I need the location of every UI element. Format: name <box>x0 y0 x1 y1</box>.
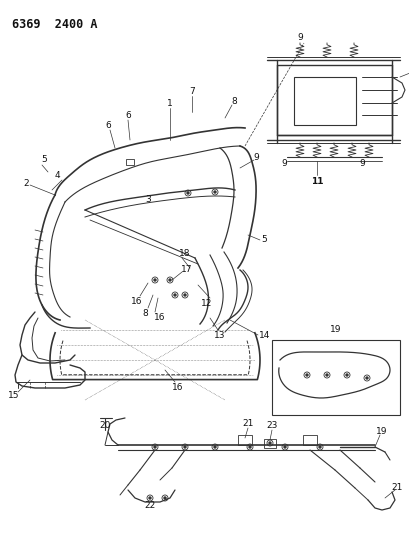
Text: 8: 8 <box>231 96 236 106</box>
Text: 16: 16 <box>172 383 183 392</box>
Text: 12: 12 <box>201 298 212 308</box>
Circle shape <box>213 446 216 448</box>
Text: 16: 16 <box>154 313 165 322</box>
Bar <box>302 435 316 445</box>
Text: 2: 2 <box>23 179 29 188</box>
Text: 9: 9 <box>297 34 302 43</box>
Text: 22: 22 <box>144 502 155 511</box>
Circle shape <box>154 279 155 281</box>
Bar <box>126 159 134 165</box>
Circle shape <box>148 497 151 499</box>
Bar <box>271 340 399 415</box>
Circle shape <box>184 294 186 296</box>
Text: 16: 16 <box>131 296 142 305</box>
Circle shape <box>365 377 367 379</box>
Bar <box>263 439 275 448</box>
Circle shape <box>164 497 166 499</box>
Text: 17: 17 <box>181 265 192 274</box>
Circle shape <box>325 374 327 376</box>
Circle shape <box>283 446 285 448</box>
Text: 4: 4 <box>54 171 60 180</box>
Text: 21: 21 <box>390 483 402 492</box>
Text: 6369  2400 A: 6369 2400 A <box>12 18 97 31</box>
Circle shape <box>154 446 155 448</box>
Circle shape <box>173 294 175 296</box>
Text: 19: 19 <box>329 326 341 335</box>
Text: 11: 11 <box>310 176 322 185</box>
Text: 15: 15 <box>8 392 20 400</box>
Circle shape <box>187 192 189 194</box>
Text: 9: 9 <box>252 152 258 161</box>
Bar <box>293 77 355 125</box>
Text: 19: 19 <box>375 426 387 435</box>
Text: 21: 21 <box>242 418 253 427</box>
Text: 8: 8 <box>142 309 148 318</box>
Text: 14: 14 <box>258 330 270 340</box>
Circle shape <box>248 446 250 448</box>
Text: 20: 20 <box>99 422 110 431</box>
Text: 1: 1 <box>167 100 173 109</box>
Circle shape <box>169 279 171 281</box>
Text: 5: 5 <box>41 156 47 165</box>
Text: 18: 18 <box>179 248 190 257</box>
Circle shape <box>268 442 270 444</box>
Text: 23: 23 <box>266 422 277 431</box>
Text: 5: 5 <box>261 236 266 245</box>
Circle shape <box>213 191 216 193</box>
Circle shape <box>345 374 347 376</box>
Text: 13: 13 <box>214 330 225 340</box>
Text: 6: 6 <box>105 120 110 130</box>
Text: 6: 6 <box>125 110 130 119</box>
Text: 7: 7 <box>189 86 194 95</box>
Bar <box>237 435 252 445</box>
Text: 9: 9 <box>281 158 286 167</box>
Text: 9: 9 <box>358 158 364 167</box>
Circle shape <box>305 374 307 376</box>
Text: 3: 3 <box>145 196 151 205</box>
Circle shape <box>318 446 320 448</box>
Circle shape <box>184 446 186 448</box>
